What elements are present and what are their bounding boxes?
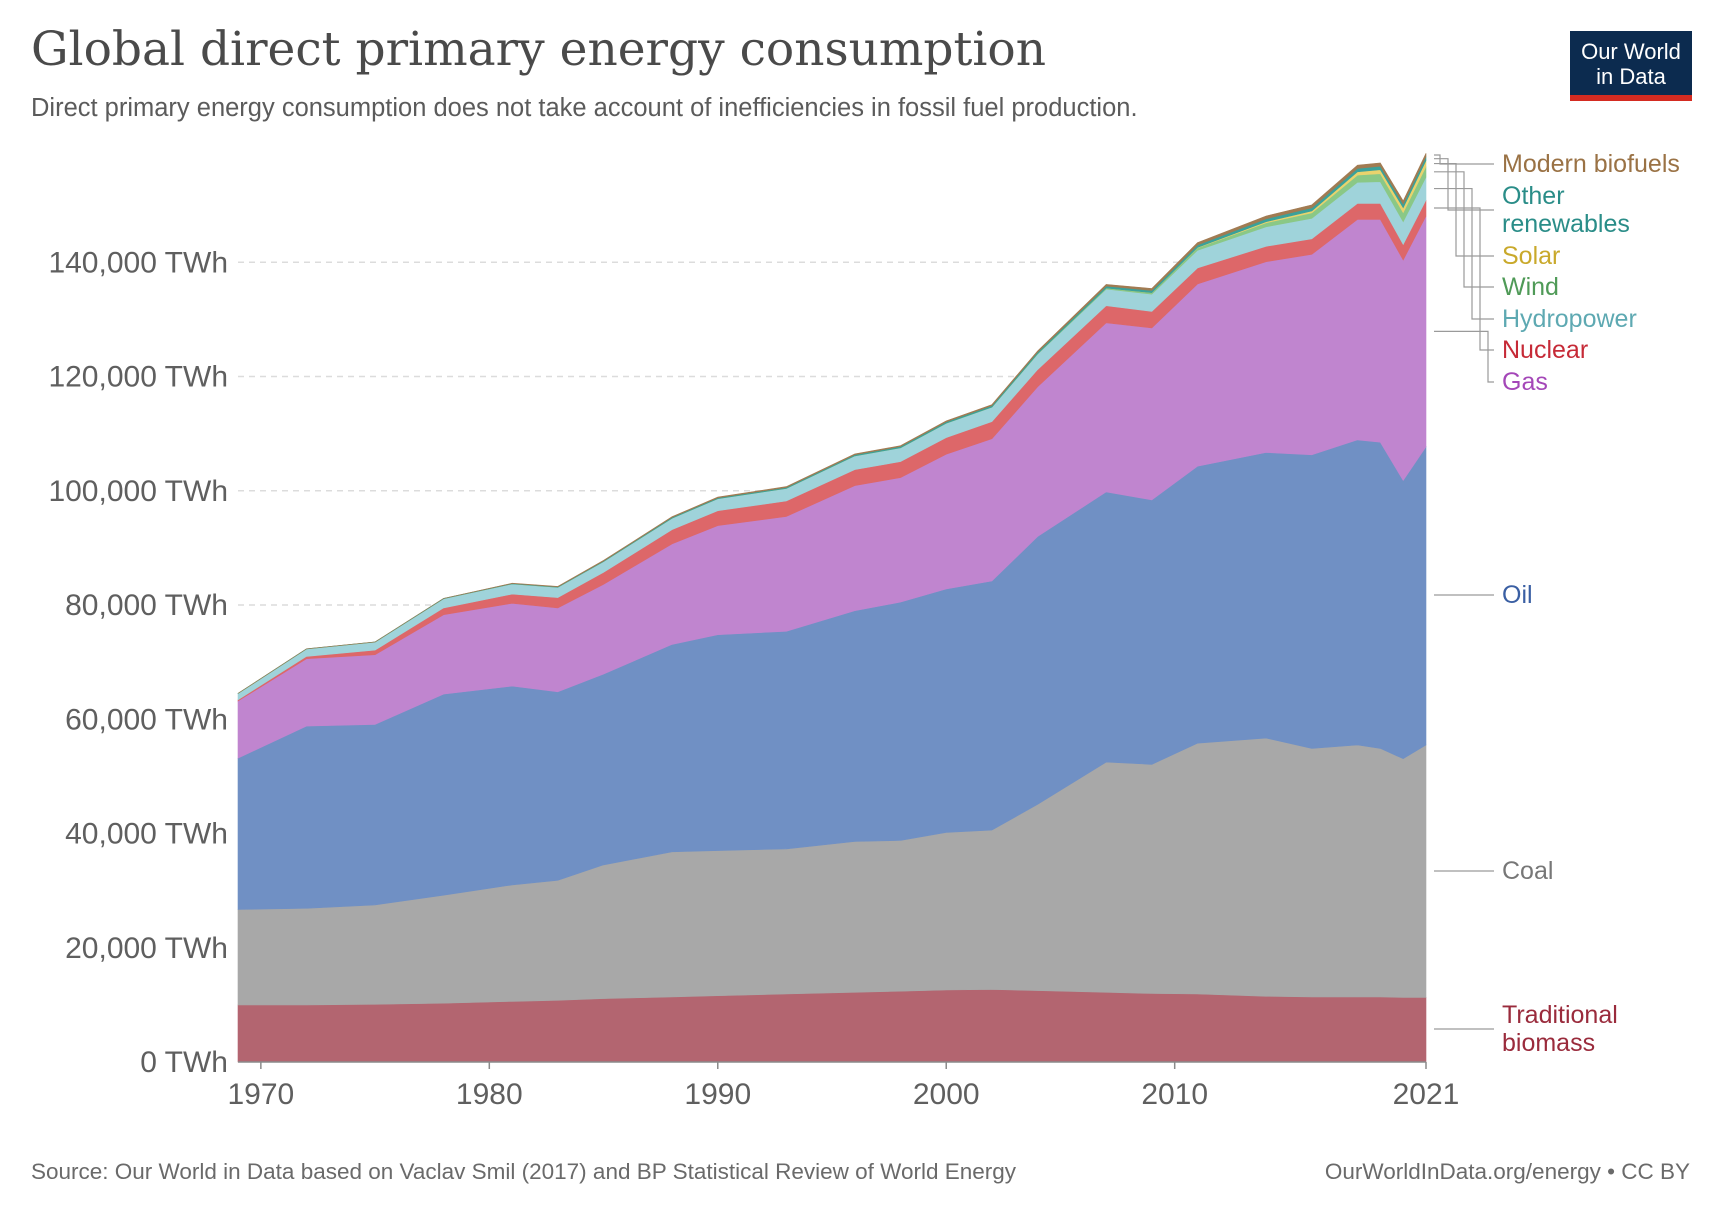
legend-label-other-renewables[interactable]: Other bbox=[1502, 182, 1565, 210]
legend-label-traditional-biomass[interactable]: Traditional bbox=[1502, 1001, 1618, 1029]
y-tick-label: 60,000 TWh bbox=[65, 703, 228, 736]
license-link[interactable]: OurWorldInData.org/energy • CC BY bbox=[1324, 1159, 1690, 1184]
legend-label-traditional-biomass[interactable]: biomass bbox=[1502, 1029, 1595, 1057]
legend-label-wind[interactable]: Wind bbox=[1502, 273, 1559, 301]
legend-label-gas[interactable]: Gas bbox=[1502, 368, 1548, 396]
area-modern-biofuels[interactable] bbox=[237, 153, 1427, 694]
stacked-area-chart: 0 TWh 20,000 TWh 40,000 TWh 60,000 TWh 80,00… bbox=[48, 150, 1680, 1111]
legend-label-nuclear[interactable]: Nuclear bbox=[1502, 336, 1588, 364]
y-tick-label: 40,000 TWh bbox=[65, 818, 228, 851]
x-tick-label: 2000 bbox=[913, 1078, 980, 1111]
legend-connector-other-renewables bbox=[1434, 158, 1494, 211]
chart-title: Global direct primary energy consumption bbox=[31, 22, 1046, 77]
legend-label-oil[interactable]: Oil bbox=[1502, 581, 1533, 609]
x-tick-label: 1970 bbox=[227, 1078, 294, 1111]
y-tick-label: 100,000 TWh bbox=[48, 475, 228, 508]
owid-logo[interactable]: Our World in Data bbox=[1570, 31, 1692, 101]
x-tick-label: 1980 bbox=[456, 1078, 523, 1111]
legend-label-coal[interactable]: Coal bbox=[1502, 857, 1553, 885]
legend-connector-wind bbox=[1434, 171, 1494, 288]
y-tick-label: 120,000 TWh bbox=[48, 361, 228, 394]
legend-connector-modern-biofuels bbox=[1434, 154, 1494, 165]
legend-connector-hydropower bbox=[1434, 187, 1494, 320]
logo-line-2: in Data bbox=[1596, 64, 1666, 89]
legend-connector-gas bbox=[1434, 330, 1494, 383]
y-tick-label: 80,000 TWh bbox=[65, 589, 228, 622]
chart-subtitle: Direct primary energy consumption does n… bbox=[31, 94, 1138, 122]
legend-connector-nuclear bbox=[1434, 207, 1494, 351]
logo-accent-bar bbox=[1570, 95, 1692, 101]
logo-line-1: Our World bbox=[1581, 39, 1681, 64]
source-note: Source: Our World in Data based on Vacla… bbox=[31, 1159, 1017, 1184]
x-tick-label: 1990 bbox=[684, 1078, 751, 1111]
y-tick-label: 20,000 TWh bbox=[65, 932, 228, 965]
x-tick-label: 2010 bbox=[1141, 1078, 1208, 1111]
area-layer bbox=[237, 153, 1427, 1063]
legend-label-hydropower[interactable]: Hydropower bbox=[1502, 305, 1637, 333]
axis-layer: 0 TWh 20,000 TWh 40,000 TWh 60,000 TWh 80,00… bbox=[48, 246, 1459, 1111]
legend-label-modern-biofuels[interactable]: Modern biofuels bbox=[1502, 150, 1680, 178]
y-tick-label: 140,000 TWh bbox=[48, 246, 228, 279]
legend-label-other-renewables[interactable]: renewables bbox=[1502, 210, 1630, 238]
legend-label-solar[interactable]: Solar bbox=[1502, 242, 1560, 270]
x-tick-label: 2021 bbox=[1393, 1078, 1460, 1111]
y-tick-label: 0 TWh bbox=[140, 1046, 228, 1079]
